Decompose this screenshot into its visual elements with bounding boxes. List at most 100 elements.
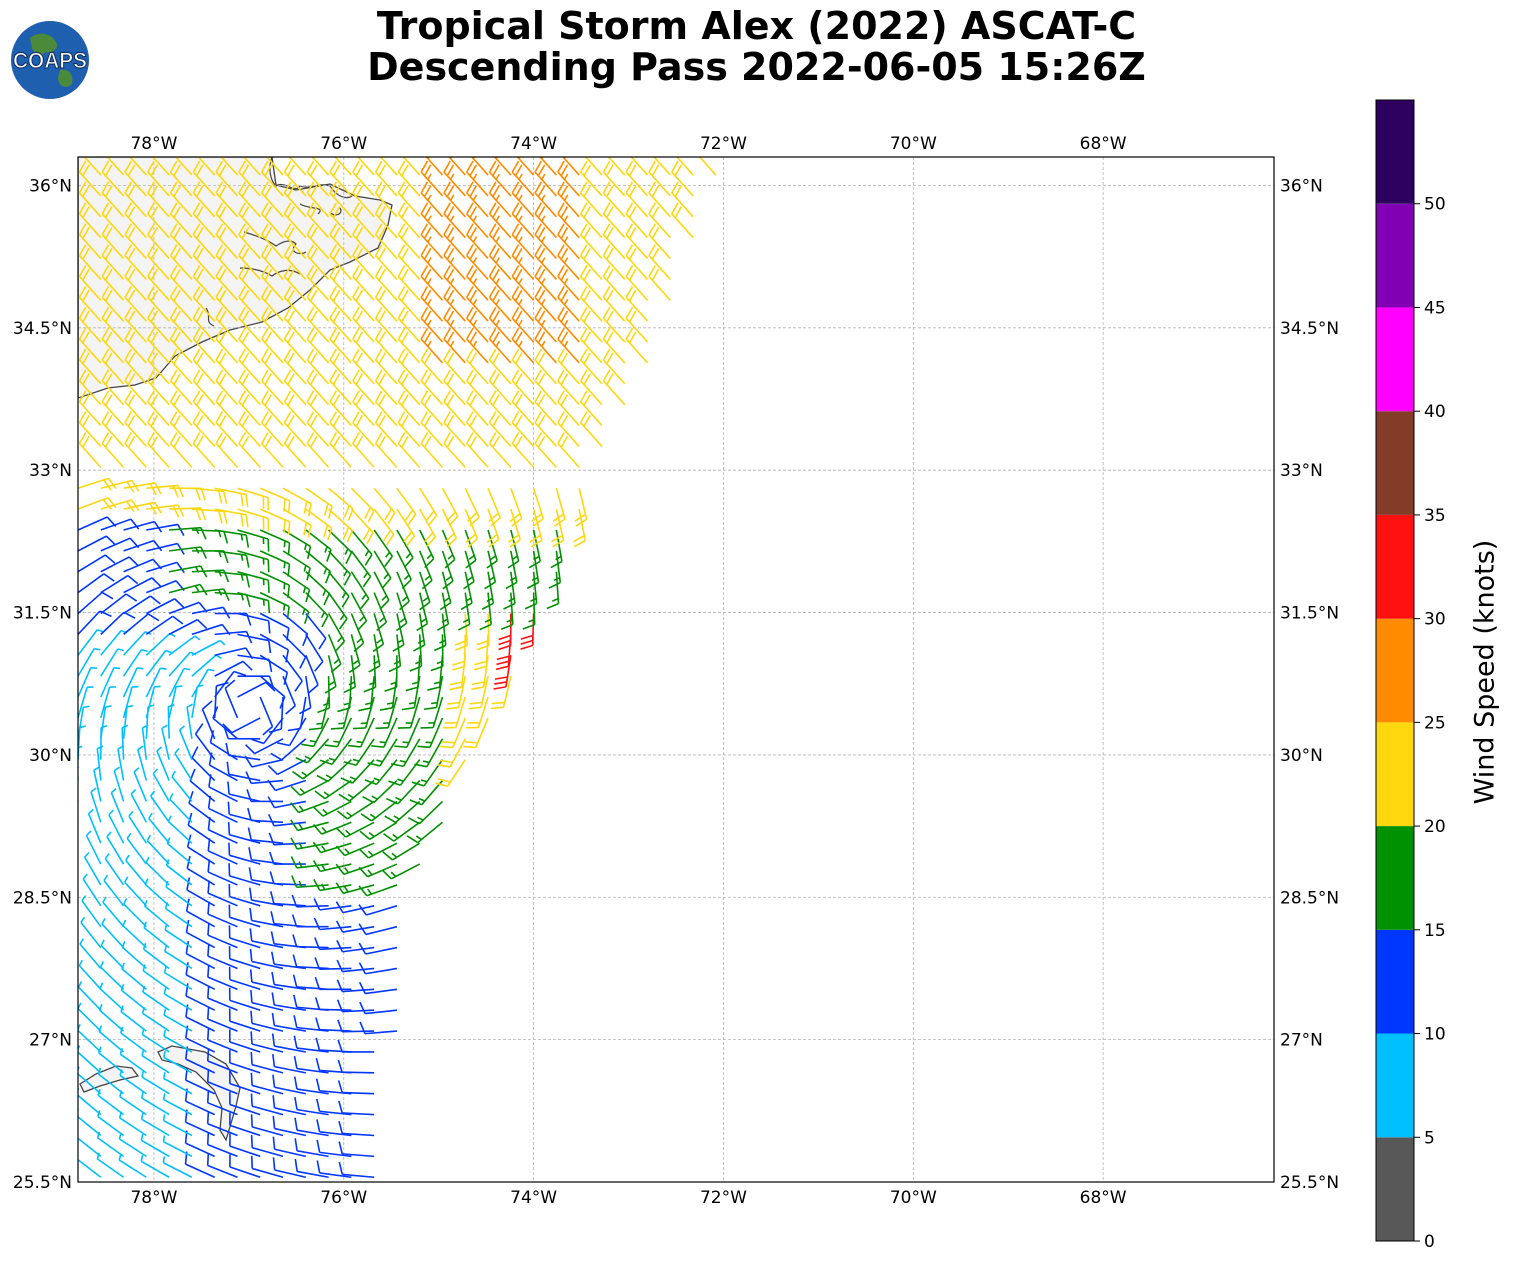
wind-barb <box>384 655 398 692</box>
wind-barb <box>283 390 307 427</box>
lon-label-bottom: 70°W <box>890 1188 937 1208</box>
wind-barb <box>625 306 649 343</box>
wind-barb <box>124 181 147 218</box>
colorbar-bin <box>1376 307 1414 412</box>
wind-barb <box>192 432 216 468</box>
wind-barb <box>374 223 398 260</box>
wind-barb <box>526 550 540 589</box>
wind-barb <box>191 487 228 504</box>
wind-barb <box>283 181 307 218</box>
wind-barb <box>352 223 375 260</box>
wind-barb <box>101 348 125 385</box>
wind-barb <box>305 487 333 519</box>
wind-barb <box>329 411 352 448</box>
wind-barb <box>488 411 512 448</box>
wind-barb <box>237 487 270 511</box>
wind-barb <box>283 306 307 343</box>
wind-barb <box>191 746 216 782</box>
wind-barb <box>290 800 329 814</box>
wind-barb <box>488 244 512 280</box>
wind-barb <box>463 717 489 749</box>
title-line-1: Tropical Storm Alex (2022) ASCAT-C <box>376 4 1137 48</box>
wind-barb <box>418 529 435 569</box>
wind-barb <box>374 244 398 280</box>
wind-barb <box>238 244 261 280</box>
wind-barb <box>228 842 261 865</box>
wind-barb <box>124 285 147 322</box>
wind-barb <box>197 157 216 176</box>
wind-barb <box>100 629 128 656</box>
wind-barb <box>283 348 307 385</box>
gridlines <box>78 157 1274 1183</box>
wind-barb <box>101 918 125 949</box>
wind-barb <box>250 1114 284 1137</box>
logo-text: COAPS <box>13 48 87 73</box>
wind-barb <box>215 265 239 301</box>
wind-barb <box>420 181 444 218</box>
wind-barb <box>100 537 140 552</box>
wind-barb <box>358 676 375 712</box>
wind-barb <box>147 202 170 239</box>
wind-barb <box>306 348 330 385</box>
wind-barb <box>466 285 489 322</box>
wind-barb <box>282 529 312 559</box>
wind-barb <box>579 181 603 218</box>
wind-barb <box>78 1130 102 1158</box>
wind-barb <box>215 390 239 427</box>
wind-barb <box>267 758 307 776</box>
wind-barb <box>292 974 329 991</box>
colorbar-bin <box>1376 929 1414 1034</box>
wind-barb <box>390 738 421 768</box>
wind-barb <box>602 181 626 218</box>
wind-barb <box>306 160 330 197</box>
wind-barb <box>78 1029 79 1032</box>
wind-barb <box>397 411 421 448</box>
wind-barb <box>101 244 125 280</box>
wind-barb <box>191 508 228 524</box>
wind-barb <box>78 573 115 594</box>
wind-barb <box>352 181 375 218</box>
wind-barb <box>272 1136 306 1158</box>
wind-barb <box>214 550 250 568</box>
wind-barb <box>82 873 102 907</box>
wind-barb <box>192 369 216 406</box>
chart-title: Tropical Storm Alex (2022) ASCAT-C Desce… <box>180 6 1333 88</box>
wind-barb <box>306 390 330 427</box>
wind-barb <box>123 520 163 533</box>
wind-barb <box>78 348 102 385</box>
wind-barb <box>169 546 208 559</box>
wind-barb <box>534 160 557 197</box>
wind-barb <box>316 1160 352 1179</box>
wind-barb <box>261 285 284 322</box>
wind-barb <box>319 738 353 766</box>
wind-barb <box>464 487 480 527</box>
wind-barb <box>648 223 671 260</box>
wind-barb <box>441 487 459 527</box>
wind-barb <box>306 432 330 468</box>
wind-barb <box>420 348 444 385</box>
wind-barb <box>101 306 125 343</box>
wind-barb <box>350 487 375 523</box>
map-frame <box>77 156 1275 1183</box>
wind-barb <box>352 244 375 280</box>
wind-barb <box>358 863 398 878</box>
wind-barb <box>271 1033 306 1053</box>
wind-barb <box>261 369 284 406</box>
wind-barb <box>388 634 402 673</box>
wind-barb <box>625 181 649 218</box>
wind-barb <box>78 988 79 990</box>
wind-barb <box>250 1155 284 1179</box>
wind-barb <box>579 369 603 406</box>
wind-barb <box>557 181 580 218</box>
colorbar-bin <box>1376 722 1414 827</box>
wind-barb <box>306 327 330 364</box>
colorbar-tick-label: 20 <box>1424 817 1446 837</box>
wind-barb <box>207 922 238 949</box>
wind-barb <box>417 717 444 749</box>
wind-barb <box>557 202 580 239</box>
wind-barb <box>93 766 102 802</box>
wind-barb <box>374 327 398 364</box>
colorbar-tick-label: 0 <box>1424 1232 1435 1252</box>
wind-barb <box>101 327 125 364</box>
